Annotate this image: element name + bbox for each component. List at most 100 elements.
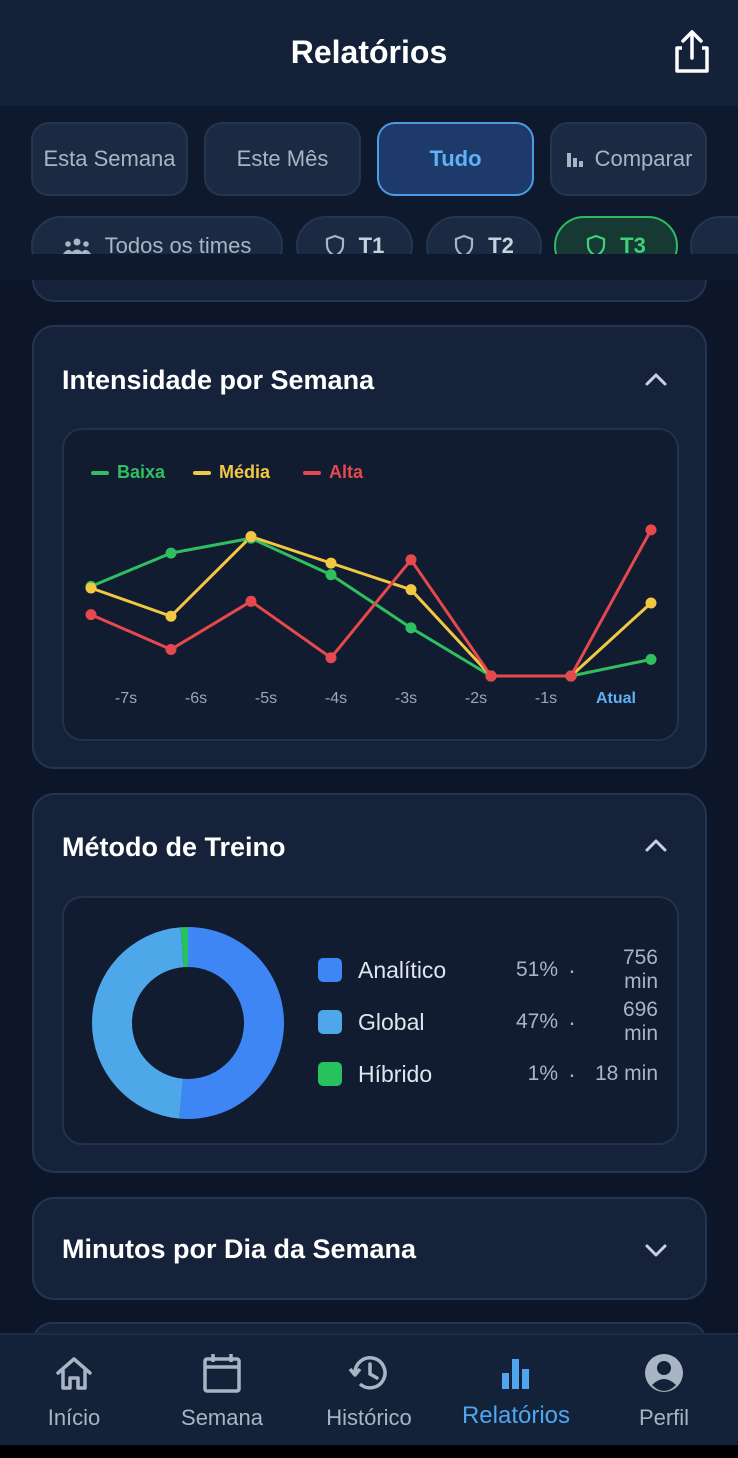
intensity-chart: Baixa Média Alta -7s -6s -5s -4s -3s -2s… [62,428,679,741]
nav-semana[interactable]: Semana [148,1335,296,1447]
tab-tudo[interactable]: Tudo [377,122,534,196]
chevron-up-icon[interactable] [641,365,671,395]
home-icon [56,1357,92,1390]
bar-chart-icon [566,153,583,167]
tab-comparar[interactable]: Comparar [550,122,707,196]
legend-label: Baixa [117,462,166,482]
profile-icon [645,1354,683,1392]
x-tick-current: Atual [596,690,636,707]
bottom-nav: Início Semana Histórico [0,1333,738,1445]
series-line-média [90,535,653,678]
share-button[interactable] [668,26,716,78]
data-point [245,595,257,607]
nav-relatorios[interactable]: Relatórios [442,1335,590,1447]
tab-label: Este Mês [236,146,329,171]
legend-swatch [91,470,109,475]
pie-legend-row: Híbrido 1% · 18 min [318,1054,658,1094]
data-point [485,670,497,682]
nav-inicio[interactable]: Início [0,1335,148,1447]
nav-label: Semana [181,1405,263,1430]
card-title: Intensidade por Semana [62,365,375,395]
data-point [565,670,577,682]
series-line-alta [90,529,653,678]
nav-label: Relatórios [461,1402,571,1429]
tab-label: Comparar [594,146,693,171]
pie-legend-row: Analítico 51% · 756 min [318,946,658,993]
filter-label: Todos os times [104,233,252,258]
tab-label: Tudo [429,146,482,171]
tab-label: Esta Semana [43,146,176,171]
filter-label: T1 [358,233,385,258]
tab-esta-semana[interactable]: Esta Semana [31,122,188,196]
x-tick: -3s [394,690,418,707]
pie-label: Analítico [358,956,447,983]
pie-legend-row: Global 47% · 696 min [318,998,658,1045]
history-icon [348,1356,387,1390]
nav-label: Perfil [638,1405,690,1430]
group-icon [62,238,91,254]
card-title: Método de Treino [62,832,286,862]
chevron-up-icon[interactable] [641,831,671,861]
data-point [645,597,657,609]
data-point [645,653,657,665]
nav-label: Histórico [326,1405,412,1430]
separator: · [568,1060,576,1087]
share-icon [675,30,709,73]
chevron-down-icon[interactable] [641,1235,671,1265]
card-title: Minutos por Dia da Semana [62,1234,417,1264]
filter-label: T2 [488,233,514,258]
legend-alta: Alta [303,462,363,483]
weekday-card[interactable]: Minutos por Dia da Semana [32,1197,707,1300]
data-point [325,569,337,581]
legend-label: Média [219,462,271,482]
pie-label: Híbrido [358,1060,433,1087]
legend-swatch [318,1010,342,1034]
data-point [245,531,257,543]
page-title: Relatórios [290,34,448,70]
data-point [165,610,177,622]
legend-swatch [318,1062,342,1086]
filters-bottom-mask [0,254,738,280]
x-tick: -7s [114,690,138,707]
data-point [85,609,97,621]
pie-minutes: 696 min [622,998,658,1045]
pie-percent: 47% [515,1010,558,1033]
x-tick: -6s [184,690,208,707]
x-tick: -5s [254,690,278,707]
pie-percent: 51% [515,958,558,981]
app-header: Relatórios [0,0,738,106]
method-card: Método de Treino Analítico 51% · 756 min… [32,793,707,1173]
donut-chart [91,927,284,1119]
nav-label: Início [47,1405,101,1430]
pie-slice-híbrido [180,927,188,968]
data-point [165,643,177,655]
x-tick: -1s [534,690,558,707]
x-tick: -4s [324,690,348,707]
calendar-icon [203,1354,241,1393]
legend-media: Média [193,462,270,483]
tab-este-mes[interactable]: Este Mês [204,122,361,196]
legend-swatch [303,470,321,475]
legend-label: Alta [329,462,364,482]
pie-label: Global [358,1008,425,1035]
data-point [85,582,97,594]
data-point [325,557,337,569]
legend-swatch [318,958,342,982]
nav-historico[interactable]: Histórico [295,1335,443,1447]
data-point [165,547,177,559]
data-point [645,524,657,536]
line-chart-plot [85,524,657,682]
data-point [405,622,417,634]
pie-slice-analítico [179,927,284,1119]
method-chart: Analítico 51% · 756 min Global 47% · 696… [62,896,679,1145]
legend-swatch [193,470,211,475]
intensity-card: Intensidade por Semana Baixa Média Alta … [32,325,707,769]
data-point [405,584,417,596]
data-point [325,652,337,664]
bar-chart-icon [502,1359,529,1389]
separator: · [568,1008,576,1035]
nav-perfil[interactable]: Perfil [590,1335,738,1447]
x-tick: -2s [464,690,488,707]
separator: · [568,956,576,983]
